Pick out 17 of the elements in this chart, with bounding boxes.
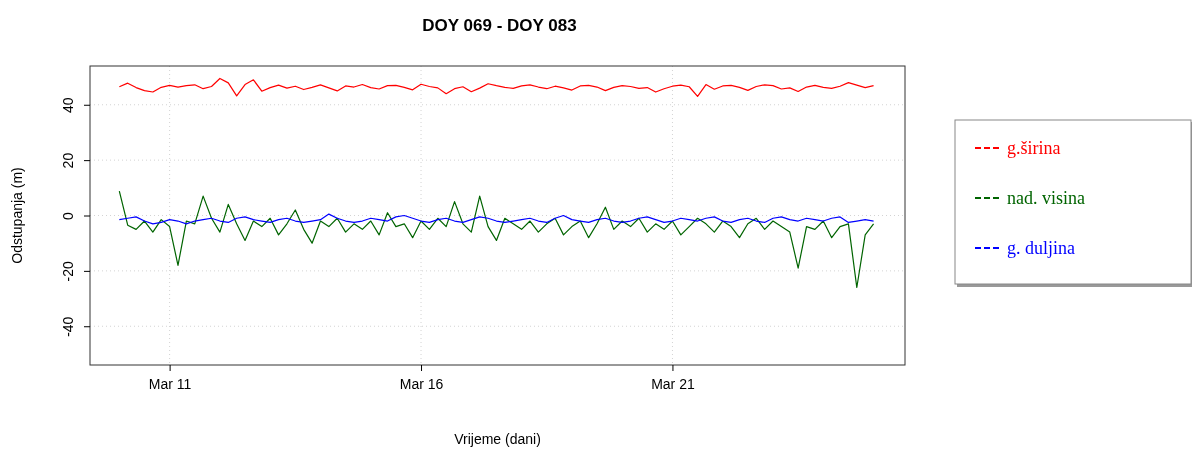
legend-label: g.širina xyxy=(1007,138,1061,158)
x-tick-label: Mar 11 xyxy=(148,375,192,392)
x-axis-title: Vrijeme (dani) xyxy=(454,431,541,447)
y-tick-label: 0 xyxy=(59,211,76,220)
y-tick-label: 20 xyxy=(59,152,76,169)
y-tick-label: -20 xyxy=(59,261,76,282)
line-series xyxy=(118,213,875,225)
y-axis-title: Odstupanja (m) xyxy=(9,167,25,264)
line-series xyxy=(118,77,875,98)
line-series xyxy=(118,190,875,289)
legend-label: g. duljina xyxy=(1007,238,1075,258)
legend-label: nad. visina xyxy=(1007,188,1085,208)
y-tick-label: 40 xyxy=(59,97,76,114)
chart-title: DOY 069 - DOY 083 xyxy=(422,16,577,35)
x-tick-label: Mar 16 xyxy=(399,375,444,392)
y-tick-label: -40 xyxy=(59,316,76,337)
x-tick-label: Mar 21 xyxy=(651,375,695,392)
